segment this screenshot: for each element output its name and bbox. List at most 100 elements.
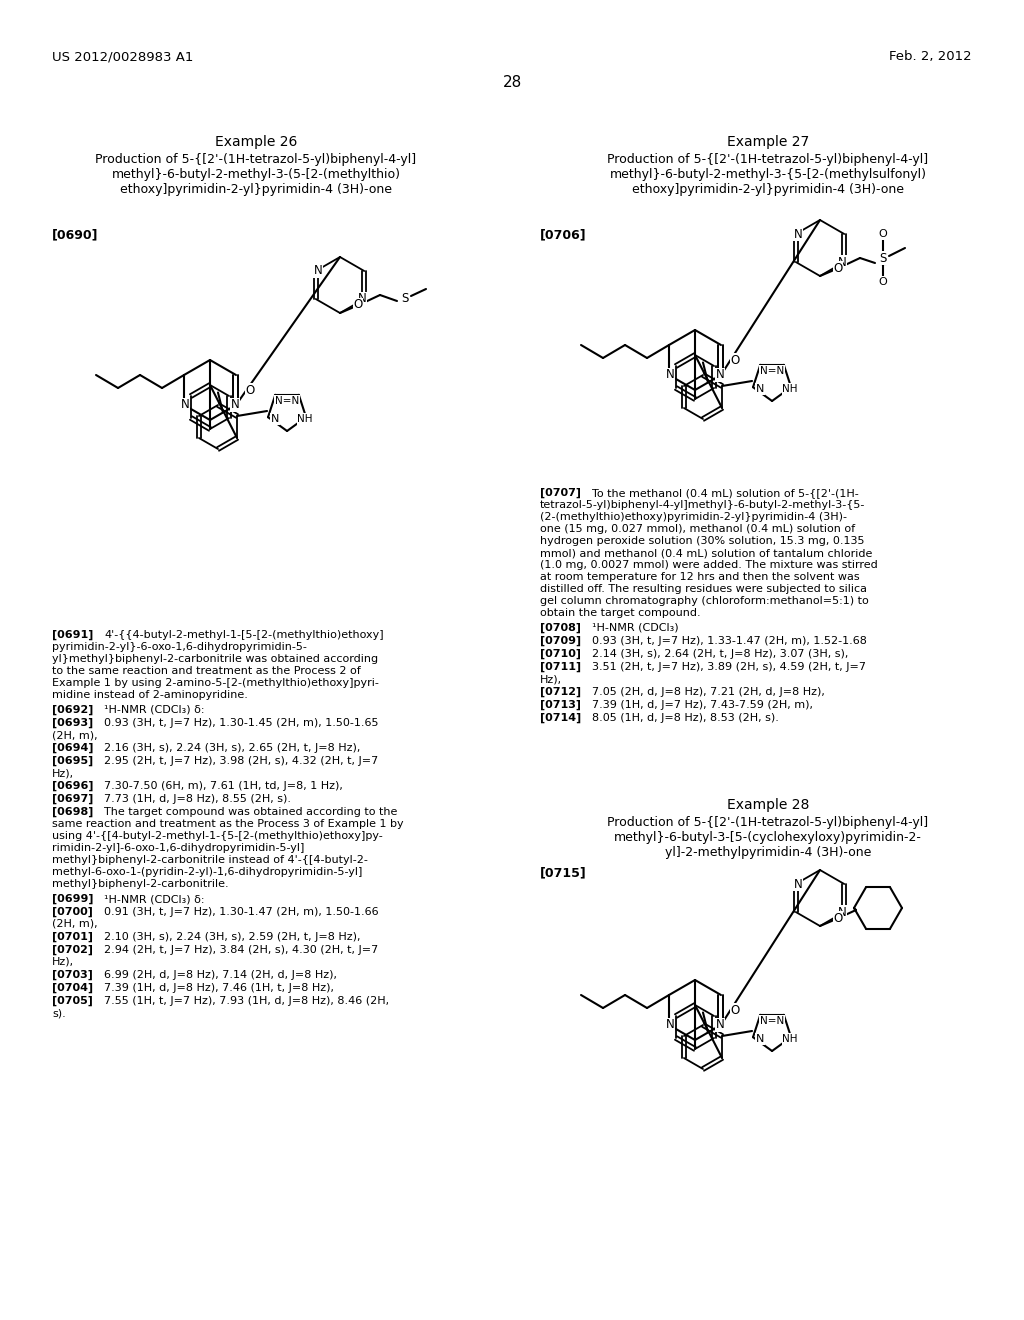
Text: O: O	[834, 261, 843, 275]
Text: O: O	[879, 228, 888, 239]
Text: 2.94 (2H, t, J=7 Hz), 3.84 (2H, s), 4.30 (2H, t, J=7: 2.94 (2H, t, J=7 Hz), 3.84 (2H, s), 4.30…	[104, 945, 378, 954]
Text: [0705]: [0705]	[52, 997, 93, 1006]
Text: [0696]: [0696]	[52, 781, 93, 791]
Text: S: S	[401, 292, 409, 305]
Text: s).: s).	[52, 1008, 66, 1018]
Text: [0709]: [0709]	[540, 636, 582, 647]
Text: using 4'-{[4-butyl-2-methyl-1-{5-[2-(methylthio)ethoxy]py-: using 4'-{[4-butyl-2-methyl-1-{5-[2-(met…	[52, 832, 383, 841]
Text: N=N: N=N	[760, 1016, 784, 1026]
Text: N: N	[313, 264, 323, 277]
Text: 7.39 (1H, d, J=7 Hz), 7.43-7.59 (2H, m),: 7.39 (1H, d, J=7 Hz), 7.43-7.59 (2H, m),	[592, 700, 813, 710]
Text: Production of 5-{[2'-(1H-tetrazol-5-yl)biphenyl-4-yl]
methyl}-6-butyl-3-[5-(cycl: Production of 5-{[2'-(1H-tetrazol-5-yl)b…	[607, 816, 929, 859]
Text: [0710]: [0710]	[540, 649, 581, 659]
Text: The target compound was obtained according to the: The target compound was obtained accordi…	[104, 807, 397, 817]
Text: N: N	[756, 1034, 764, 1044]
Text: 7.73 (1H, d, J=8 Hz), 8.55 (2H, s).: 7.73 (1H, d, J=8 Hz), 8.55 (2H, s).	[104, 795, 291, 804]
Text: hydrogen peroxide solution (30% solution, 15.3 mg, 0.135: hydrogen peroxide solution (30% solution…	[540, 536, 864, 546]
Text: methyl-6-oxo-1-(pyridin-2-yl)-1,6-dihydropyrimidin-5-yl]: methyl-6-oxo-1-(pyridin-2-yl)-1,6-dihydr…	[52, 867, 362, 876]
Text: US 2012/0028983 A1: US 2012/0028983 A1	[52, 50, 194, 63]
Text: N: N	[716, 1019, 724, 1031]
Text: [0702]: [0702]	[52, 945, 93, 956]
Text: pyrimidin-2-yl}-6-oxo-1,6-dihydropyrimidin-5-: pyrimidin-2-yl}-6-oxo-1,6-dihydropyrimid…	[52, 642, 307, 652]
Text: 6.99 (2H, d, J=8 Hz), 7.14 (2H, d, J=8 Hz),: 6.99 (2H, d, J=8 Hz), 7.14 (2H, d, J=8 H…	[104, 970, 337, 979]
Text: 7.39 (1H, d, J=8 Hz), 7.46 (1H, t, J=8 Hz),: 7.39 (1H, d, J=8 Hz), 7.46 (1H, t, J=8 H…	[104, 983, 334, 993]
Text: 7.55 (1H, t, J=7 Hz), 7.93 (1H, d, J=8 Hz), 8.46 (2H,: 7.55 (1H, t, J=7 Hz), 7.93 (1H, d, J=8 H…	[104, 997, 389, 1006]
Text: N: N	[756, 384, 764, 393]
Text: methyl}biphenyl-2-carbonitrile instead of 4'-{[4-butyl-2-: methyl}biphenyl-2-carbonitrile instead o…	[52, 855, 368, 865]
Text: N: N	[716, 368, 724, 381]
Text: O: O	[246, 384, 255, 396]
Text: [0706]: [0706]	[540, 228, 587, 242]
Text: Production of 5-{[2'-(1H-tetrazol-5-yl)biphenyl-4-yl]
methyl}-6-butyl-2-methyl-3: Production of 5-{[2'-(1H-tetrazol-5-yl)b…	[95, 153, 417, 195]
Text: N: N	[838, 906, 847, 919]
Text: same reaction and treatment as the Process 3 of Example 1 by: same reaction and treatment as the Proce…	[52, 818, 403, 829]
Text: Example 28: Example 28	[727, 799, 809, 812]
Text: [0707]: [0707]	[540, 488, 581, 498]
Text: 2.14 (3H, s), 2.64 (2H, t, J=8 Hz), 3.07 (3H, s),: 2.14 (3H, s), 2.64 (2H, t, J=8 Hz), 3.07…	[592, 649, 848, 659]
Text: (2H, m),: (2H, m),	[52, 919, 97, 929]
Text: 2.95 (2H, t, J=7 Hz), 3.98 (2H, s), 4.32 (2H, t, J=7: 2.95 (2H, t, J=7 Hz), 3.98 (2H, s), 4.32…	[104, 756, 378, 766]
Text: Example 1 by using 2-amino-5-[2-(methylthio)ethoxy]pyri-: Example 1 by using 2-amino-5-[2-(methylt…	[52, 678, 379, 688]
Text: (1.0 mg, 0.0027 mmol) were added. The mixture was stirred: (1.0 mg, 0.0027 mmol) were added. The mi…	[540, 560, 878, 570]
Text: [0701]: [0701]	[52, 932, 93, 942]
Text: [0711]: [0711]	[540, 663, 582, 672]
Text: 28: 28	[503, 75, 521, 90]
Text: N=N: N=N	[274, 396, 299, 407]
Text: [0693]: [0693]	[52, 718, 93, 729]
Text: gel column chromatography (chloroform:methanol=5:1) to: gel column chromatography (chloroform:me…	[540, 597, 868, 606]
Text: ¹H-NMR (CDCl₃): ¹H-NMR (CDCl₃)	[592, 623, 679, 634]
Text: [0691]: [0691]	[52, 630, 93, 640]
Text: N: N	[180, 399, 189, 412]
Text: 7.05 (2H, d, J=8 Hz), 7.21 (2H, d, J=8 Hz),: 7.05 (2H, d, J=8 Hz), 7.21 (2H, d, J=8 H…	[592, 686, 825, 697]
Text: 7.30-7.50 (6H, m), 7.61 (1H, td, J=8, 1 Hz),: 7.30-7.50 (6H, m), 7.61 (1H, td, J=8, 1 …	[104, 781, 343, 791]
Text: 0.93 (3H, t, J=7 Hz), 1.30-1.45 (2H, m), 1.50-1.65: 0.93 (3H, t, J=7 Hz), 1.30-1.45 (2H, m),…	[104, 718, 379, 729]
Text: [0714]: [0714]	[540, 713, 582, 723]
Text: Hz),: Hz),	[52, 768, 74, 777]
Text: at room temperature for 12 hrs and then the solvent was: at room temperature for 12 hrs and then …	[540, 572, 859, 582]
Text: O: O	[730, 1003, 739, 1016]
Text: NH: NH	[782, 1034, 798, 1044]
Text: N: N	[230, 399, 240, 412]
Text: To the methanol (0.4 mL) solution of 5-{[2'-(1H-: To the methanol (0.4 mL) solution of 5-{…	[592, 488, 859, 498]
Text: O: O	[730, 354, 739, 367]
Text: N: N	[794, 227, 802, 240]
Text: N: N	[838, 256, 847, 268]
Text: [0712]: [0712]	[540, 686, 582, 697]
Text: Hz),: Hz),	[540, 675, 562, 684]
Text: to the same reaction and treatment as the Process 2 of: to the same reaction and treatment as th…	[52, 667, 360, 676]
Text: Example 26: Example 26	[215, 135, 297, 149]
Text: N: N	[357, 293, 367, 305]
Text: 3.51 (2H, t, J=7 Hz), 3.89 (2H, s), 4.59 (2H, t, J=7: 3.51 (2H, t, J=7 Hz), 3.89 (2H, s), 4.59…	[592, 663, 866, 672]
Text: obtain the target compound.: obtain the target compound.	[540, 609, 700, 618]
Text: [0698]: [0698]	[52, 807, 93, 817]
Text: 0.93 (3H, t, J=7 Hz), 1.33-1.47 (2H, m), 1.52-1.68: 0.93 (3H, t, J=7 Hz), 1.33-1.47 (2H, m),…	[592, 636, 867, 645]
Text: one (15 mg, 0.027 mmol), methanol (0.4 mL) solution of: one (15 mg, 0.027 mmol), methanol (0.4 m…	[540, 524, 855, 535]
Text: O: O	[879, 277, 888, 286]
Text: [0694]: [0694]	[52, 743, 93, 754]
Text: midine instead of 2-aminopyridine.: midine instead of 2-aminopyridine.	[52, 690, 248, 700]
Text: (2H, m),: (2H, m),	[52, 730, 97, 741]
Text: 2.16 (3H, s), 2.24 (3H, s), 2.65 (2H, t, J=8 Hz),: 2.16 (3H, s), 2.24 (3H, s), 2.65 (2H, t,…	[104, 743, 360, 752]
Text: S: S	[880, 252, 887, 264]
Text: N: N	[271, 414, 280, 424]
Text: [0695]: [0695]	[52, 756, 93, 767]
Text: yl}methyl}biphenyl-2-carbonitrile was obtained according: yl}methyl}biphenyl-2-carbonitrile was ob…	[52, 653, 378, 664]
Text: distilled off. The resulting residues were subjected to silica: distilled off. The resulting residues we…	[540, 583, 867, 594]
Text: [0700]: [0700]	[52, 907, 93, 917]
Text: Feb. 2, 2012: Feb. 2, 2012	[890, 50, 972, 63]
Text: NH: NH	[297, 414, 312, 424]
Text: [0692]: [0692]	[52, 705, 93, 715]
Text: [0703]: [0703]	[52, 970, 93, 981]
Text: NH: NH	[782, 384, 798, 393]
Text: Production of 5-{[2'-(1H-tetrazol-5-yl)biphenyl-4-yl]
methyl}-6-butyl-2-methyl-3: Production of 5-{[2'-(1H-tetrazol-5-yl)b…	[607, 153, 929, 195]
Text: Hz),: Hz),	[52, 957, 74, 968]
Text: [0690]: [0690]	[52, 228, 98, 242]
Text: methyl}biphenyl-2-carbonitrile.: methyl}biphenyl-2-carbonitrile.	[52, 879, 228, 888]
Text: [0704]: [0704]	[52, 983, 93, 993]
Text: [0715]: [0715]	[540, 866, 587, 879]
Text: O: O	[353, 298, 362, 312]
Text: 2.10 (3H, s), 2.24 (3H, s), 2.59 (2H, t, J=8 Hz),: 2.10 (3H, s), 2.24 (3H, s), 2.59 (2H, t,…	[104, 932, 360, 942]
Text: [0699]: [0699]	[52, 894, 93, 904]
Text: ¹H-NMR (CDCl₃) δ:: ¹H-NMR (CDCl₃) δ:	[104, 705, 205, 715]
Text: [0697]: [0697]	[52, 795, 93, 804]
